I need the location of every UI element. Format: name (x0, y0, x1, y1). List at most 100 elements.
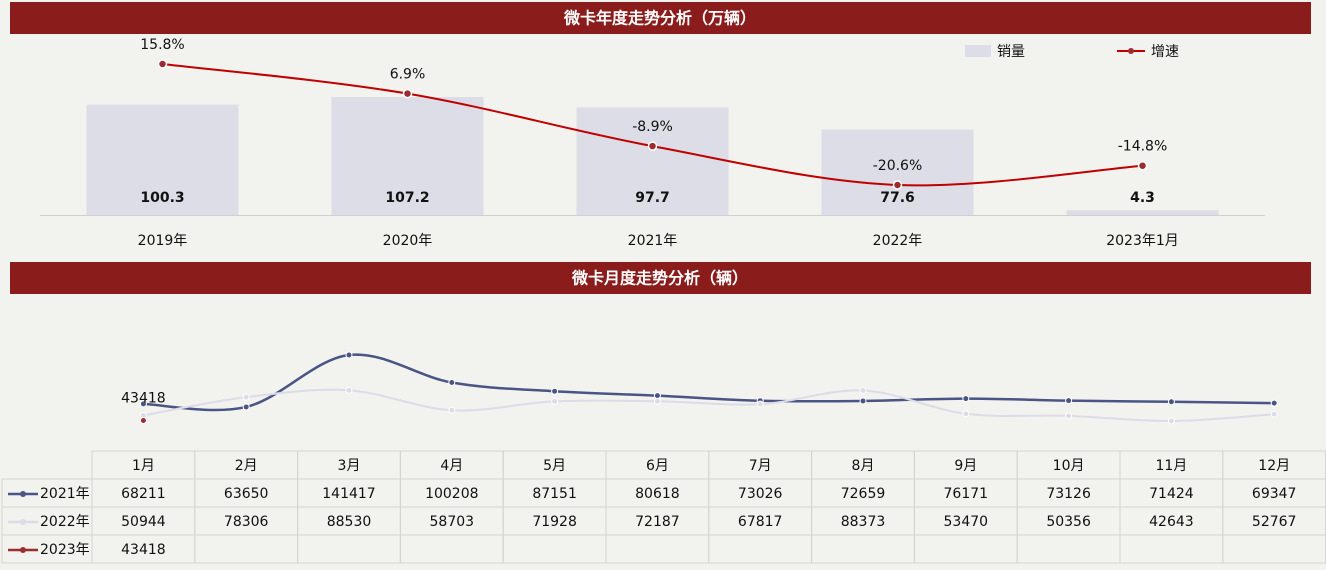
table-header: 6月 (646, 458, 669, 474)
month-point (242, 403, 250, 411)
growth-label: -20.6% (873, 158, 923, 174)
table-header: 7月 (749, 458, 772, 474)
bar (331, 97, 484, 215)
table-value: 80618 (635, 486, 680, 502)
legend-marker (1128, 48, 1134, 54)
month-point (859, 397, 867, 405)
bar (576, 107, 729, 215)
chart-title: 微卡年度走势分析（万辆） (563, 9, 756, 28)
bar-label: 100.3 (140, 190, 184, 206)
month-point (242, 393, 250, 401)
month-point (859, 386, 867, 394)
month-point (1167, 398, 1175, 406)
table-cell (1222, 534, 1326, 564)
table-value: 69347 (1252, 486, 1297, 502)
legend-label: 2022年 (40, 514, 90, 530)
x-tick-label: 2022年 (873, 233, 923, 249)
table-value: 88373 (841, 514, 886, 530)
table-cell (1119, 534, 1224, 564)
bar-label: 107.2 (385, 190, 429, 206)
table-value: 76171 (944, 486, 989, 502)
month-point (653, 392, 661, 400)
x-tick-label: 2019年 (138, 233, 188, 249)
table-value: 73026 (738, 486, 783, 502)
legend-label: 2021年 (40, 486, 90, 502)
table-value: 71928 (532, 514, 577, 530)
table-cell (605, 534, 710, 564)
table-value: 68211 (121, 486, 166, 502)
month-line (143, 353, 1275, 412)
table-cell (811, 534, 915, 564)
table-header: 10月 (1053, 458, 1085, 474)
growth-point (1137, 160, 1148, 171)
legend-label: 2023年 (40, 542, 90, 558)
table-cell (194, 534, 299, 564)
table-header: 11月 (1155, 458, 1187, 474)
month-point (1167, 417, 1175, 425)
table-cell (502, 534, 607, 564)
table-value: 87151 (532, 486, 577, 502)
legend-swatch (965, 45, 991, 57)
bar (821, 129, 974, 215)
month-point (1065, 397, 1073, 405)
month-point (345, 386, 353, 394)
month-point (962, 395, 970, 403)
table-value: 53470 (944, 514, 989, 530)
month-point (962, 410, 970, 418)
bar (1066, 210, 1219, 215)
table-header: 2月 (235, 458, 258, 474)
table-header: 8月 (852, 458, 875, 474)
month-point (551, 387, 559, 395)
bar-label: 4.3 (1130, 190, 1155, 206)
growth-label: 6.9% (390, 67, 426, 83)
month-point (345, 351, 353, 359)
legend-label: 增速 (1151, 44, 1179, 60)
table-value: 72659 (841, 486, 886, 502)
growth-point (647, 141, 658, 151)
bar-label: 97.7 (635, 190, 670, 206)
month-point (756, 400, 764, 408)
month-point (551, 397, 559, 405)
table-cell (297, 534, 401, 564)
table-value: 78306 (224, 514, 269, 530)
table-value: 73126 (1046, 486, 1091, 502)
header-bar (10, 262, 1311, 294)
month-line (143, 388, 1275, 423)
table-header: 5月 (543, 458, 566, 474)
growth-point (892, 180, 903, 190)
legend-label: 销量 (997, 44, 1025, 60)
table-value: 58703 (430, 514, 475, 530)
growth-label: -14.8% (1118, 139, 1168, 155)
table-value: 52767 (1252, 514, 1297, 530)
table-cell (1016, 534, 1121, 564)
table-header: 12月 (1258, 458, 1290, 474)
data-label: 43418 (121, 390, 166, 406)
x-tick-label: 2020年 (383, 233, 433, 249)
bar (86, 104, 239, 215)
month-point (1270, 410, 1278, 418)
table-value: 50944 (121, 514, 166, 530)
table-value: 72187 (635, 514, 680, 530)
month-point (653, 397, 661, 405)
table-cell (708, 534, 813, 564)
legend-marker (20, 491, 26, 497)
table-value: 67817 (738, 514, 783, 530)
growth-point (157, 59, 168, 69)
month-point (448, 406, 456, 414)
table-value: 50356 (1046, 514, 1091, 530)
table-value: 88530 (327, 514, 372, 530)
table-value: 43418 (121, 542, 166, 558)
table-value: 42643 (1149, 514, 1194, 530)
growth-label: -8.9% (632, 119, 673, 135)
x-tick-label: 2023年1月 (1106, 233, 1179, 249)
chart-title: 微卡月度走势分析（辆） (571, 269, 748, 288)
table-value: 141417 (322, 486, 375, 502)
table-cell (399, 534, 504, 564)
table-header: 1月 (132, 458, 155, 474)
legend-marker (20, 547, 26, 553)
legend-marker (20, 519, 26, 525)
table-header: 3月 (338, 458, 361, 474)
growth-point (402, 88, 413, 99)
bar-label: 77.6 (880, 190, 915, 206)
